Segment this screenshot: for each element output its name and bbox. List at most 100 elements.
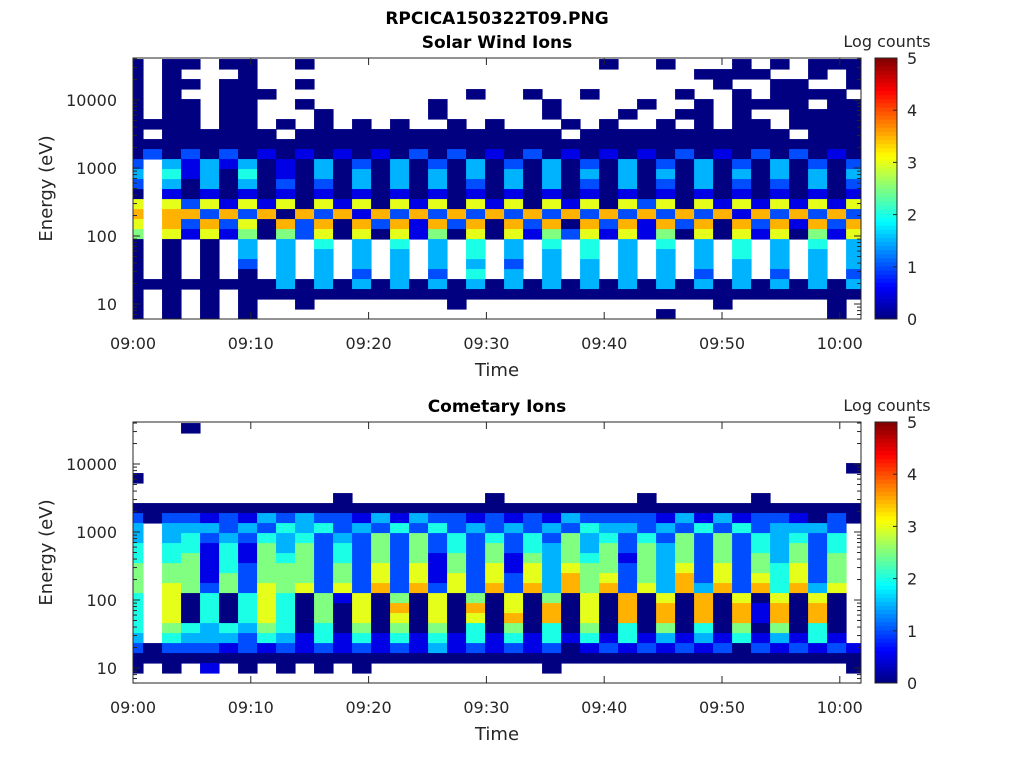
heatmap-cell — [694, 139, 714, 150]
heatmap-cell — [542, 149, 562, 160]
heatmap-cell — [447, 219, 467, 230]
heatmap-cell — [333, 289, 353, 300]
heatmap-cell — [390, 543, 410, 554]
heatmap-cell — [333, 169, 353, 180]
heatmap-cell — [333, 219, 353, 230]
heatmap-cell — [257, 149, 277, 160]
heatmap-cell — [542, 109, 562, 120]
heatmap-cell — [751, 99, 771, 110]
heatmap-cell — [485, 563, 505, 574]
heatmap-cell — [561, 279, 581, 290]
heatmap-cell — [713, 653, 733, 664]
heatmap-cell — [238, 533, 258, 544]
heatmap-cell — [827, 523, 847, 534]
heatmap-cell — [561, 139, 581, 150]
x-tick-label: 09:10 — [228, 334, 274, 353]
heatmap-cell — [846, 129, 861, 140]
heatmap-cell — [808, 573, 828, 584]
heatmap-cell — [580, 523, 600, 534]
heatmap-cell — [827, 593, 847, 604]
heatmap-cell — [675, 139, 695, 150]
colorbar-segment — [875, 601, 897, 607]
heatmap-cell — [732, 189, 752, 200]
heatmap-cell — [352, 189, 372, 200]
heatmap-cell — [694, 149, 714, 160]
heatmap-cell — [409, 189, 429, 200]
heatmap-cell — [352, 279, 372, 290]
colorbar-segment — [875, 491, 897, 496]
heatmap-cell — [504, 199, 524, 210]
heatmap-cell — [808, 653, 828, 664]
heatmap-cell — [542, 513, 562, 524]
heatmap-cell — [580, 289, 600, 300]
heatmap-cell — [238, 89, 258, 100]
heatmap-cell — [466, 543, 486, 554]
colorbar-segment — [875, 208, 897, 214]
heatmap-cell — [409, 199, 429, 210]
heatmap-cell — [580, 149, 600, 160]
heatmap-cell — [238, 663, 258, 674]
heatmap-cell — [409, 633, 429, 644]
heatmap-cell — [133, 523, 144, 534]
heatmap-cell — [770, 523, 790, 534]
heatmap-cell — [694, 189, 714, 200]
heatmap-cell — [542, 613, 562, 624]
heatmap-cell — [656, 159, 676, 170]
heatmap-cell — [219, 633, 239, 644]
heatmap-cell — [371, 593, 391, 604]
heatmap-cell — [789, 209, 809, 220]
heatmap-cell — [770, 543, 790, 554]
x-tick-label: 10:00 — [817, 698, 863, 717]
heatmap-cell — [656, 573, 676, 584]
heatmap-cell — [352, 523, 372, 534]
heatmap-cell — [390, 149, 410, 160]
heatmap-cell — [770, 603, 790, 614]
heatmap-cell — [371, 139, 391, 150]
heatmap-cell — [409, 289, 429, 300]
heatmap-cell — [181, 563, 201, 574]
heatmap-cell — [466, 653, 486, 664]
heatmap-cell — [428, 503, 448, 514]
heatmap-cell — [523, 199, 543, 210]
heatmap-cell — [352, 573, 372, 584]
heatmap-cell — [618, 109, 638, 120]
heatmap-cell — [523, 593, 543, 604]
heatmap-cell — [257, 523, 277, 534]
heatmap-cell — [428, 179, 448, 190]
heatmap-cell — [656, 169, 676, 180]
heatmap-cell — [599, 523, 619, 534]
heatmap-cell — [770, 503, 790, 514]
heatmap-cell — [542, 573, 562, 584]
heatmap-cell — [751, 603, 771, 614]
colorbar-segment — [875, 503, 897, 509]
heatmap-cell — [808, 583, 828, 594]
colorbar-segment — [875, 290, 897, 296]
colorbar-segment — [875, 560, 897, 566]
heatmap-cell — [219, 159, 239, 170]
heatmap-cell — [238, 79, 258, 90]
heatmap-cell — [580, 533, 600, 544]
heatmap-cell — [580, 613, 600, 624]
heatmap-cell — [542, 159, 562, 170]
heatmap-cell — [542, 229, 562, 240]
heatmap-cell — [181, 59, 201, 70]
heatmap-cell — [713, 583, 733, 594]
heatmap-cell — [561, 169, 581, 180]
colorbar-tick-label: 4 — [907, 101, 917, 120]
heatmap-cell — [808, 169, 828, 180]
heatmap-cell — [238, 189, 258, 200]
heatmap-cell — [276, 239, 296, 250]
colorbar-segment — [875, 462, 897, 468]
heatmap-cell — [694, 199, 714, 210]
heatmap-cell — [447, 119, 467, 130]
colorbar-segment — [875, 446, 897, 452]
heatmap-cell — [133, 249, 144, 260]
colorbar-segment — [875, 192, 897, 198]
heatmap-cell — [371, 219, 391, 230]
heatmap-cell — [523, 613, 543, 624]
heatmap-cell — [827, 299, 847, 310]
heatmap-cell — [637, 653, 657, 664]
panel-solar-wind: Solar Wind Ions 09:00 09:10 09:20 09:30 09:40… — [36, 32, 931, 381]
heatmap-cell — [219, 553, 239, 564]
heatmap-cell — [713, 633, 733, 644]
